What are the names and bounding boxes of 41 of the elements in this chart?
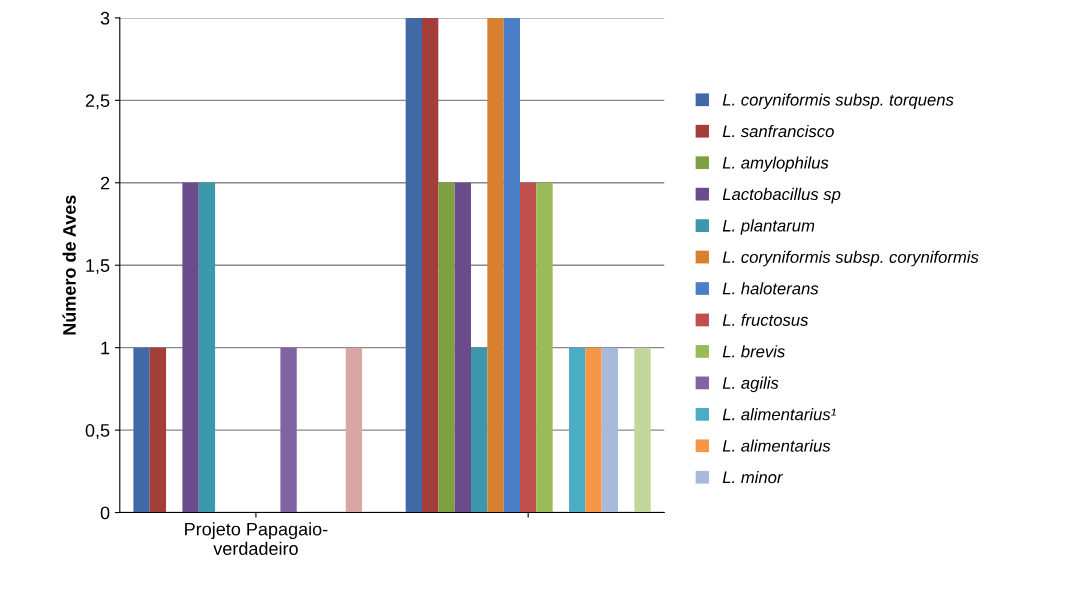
legend-label: L. amylophilus <box>722 156 829 172</box>
bar <box>585 347 602 513</box>
legend-label: L. plantarum <box>722 219 815 235</box>
legend-label: L. fructosus <box>722 313 809 326</box>
bar <box>405 17 422 513</box>
bar <box>345 347 363 513</box>
legend-label: L. sanfrancisco <box>722 124 834 138</box>
legend-label: L. alimentarius <box>722 439 831 452</box>
bar <box>487 17 504 513</box>
bar <box>470 347 488 513</box>
y-tick-label: 3 <box>100 11 110 25</box>
bar <box>133 347 150 513</box>
y-tick-label: 2,5 <box>85 94 110 110</box>
bar <box>280 347 297 513</box>
bar <box>601 347 619 513</box>
y-tick-label: 2 <box>100 176 110 190</box>
y-tick-label: 0 <box>100 506 110 520</box>
bar <box>198 182 216 513</box>
legend-label: L. minor <box>722 470 784 484</box>
bar <box>438 182 455 513</box>
bar <box>634 347 651 513</box>
legend-label: L. coryniformis subsp. coryniformis <box>722 250 979 267</box>
bar <box>569 347 586 513</box>
bar <box>421 17 439 513</box>
y-axis-title: Número de Aves <box>62 195 76 335</box>
bar <box>454 182 471 513</box>
y-tick-label: 1,5 <box>86 259 110 275</box>
legend-label: L. coryniformis subsp. torquens <box>722 93 954 110</box>
bar <box>182 182 199 513</box>
y-tick-label: 0,5 <box>85 424 110 439</box>
bar <box>536 182 553 513</box>
y-tick-label: 1 <box>101 341 110 355</box>
legend-label: L. agilis <box>722 376 779 393</box>
bar <box>503 17 520 513</box>
legend-label: Lactobacillus sp <box>722 187 841 204</box>
bar <box>520 182 537 513</box>
legend-label: L. brevis <box>722 345 785 358</box>
legend-label: L. alimentarius¹ <box>722 408 836 421</box>
legend-label: L. haloterans <box>722 282 819 295</box>
x-tick-label: Projeto Papagaio- verdadeiro <box>185 522 328 555</box>
bar <box>149 347 167 513</box>
